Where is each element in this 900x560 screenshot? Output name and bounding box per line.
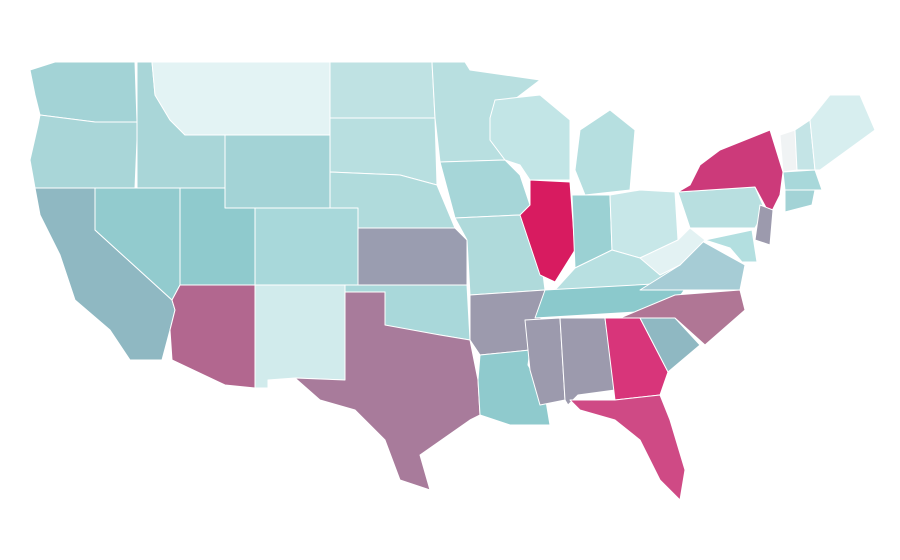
state <box>357 227 468 286</box>
state <box>29 61 138 123</box>
state <box>29 114 138 189</box>
state <box>809 94 876 171</box>
state <box>254 207 359 286</box>
state <box>329 61 436 119</box>
state <box>439 159 531 219</box>
state <box>639 239 746 291</box>
state <box>169 284 256 389</box>
state <box>524 317 566 406</box>
state <box>294 291 481 491</box>
states <box>29 61 876 501</box>
state <box>574 109 636 196</box>
state <box>779 129 798 173</box>
state <box>224 134 331 209</box>
state <box>782 169 823 191</box>
state <box>704 229 758 263</box>
state <box>754 204 774 246</box>
state <box>489 94 571 181</box>
state <box>784 189 816 213</box>
state <box>619 289 746 346</box>
state <box>677 186 766 229</box>
state <box>254 284 346 389</box>
state <box>569 394 686 501</box>
state <box>677 129 784 216</box>
state <box>151 61 331 136</box>
state <box>519 179 576 283</box>
